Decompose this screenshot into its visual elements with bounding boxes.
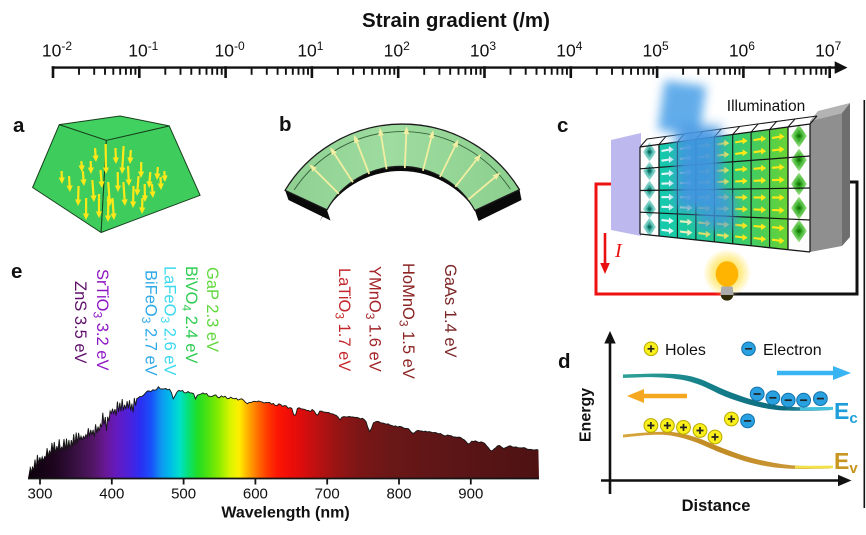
svg-text:105: 105 (643, 39, 669, 61)
svg-text:ZnS 3.5 eV: ZnS 3.5 eV (71, 281, 89, 364)
svg-text:Illumination: Illumination (727, 98, 805, 115)
svg-text:10-0: 10-0 (215, 39, 245, 61)
svg-text:102: 102 (384, 39, 410, 61)
svg-text:300: 300 (27, 486, 52, 503)
svg-text:SrTiO3​ 3.2 eV: SrTiO3​ 3.2 eV (91, 269, 112, 370)
svg-text:GaP 2.3 eV: GaP 2.3 eV (203, 267, 221, 352)
svg-text:GaAs 1.4 eV: GaAs 1.4 eV (441, 264, 459, 358)
svg-text:c: c (557, 114, 568, 137)
svg-text:d: d (558, 350, 571, 373)
svg-text:101: 101 (297, 39, 323, 61)
svg-text:a: a (13, 114, 25, 137)
svg-text:Ev: Ev (834, 448, 858, 477)
svg-text:104: 104 (556, 39, 582, 61)
svg-text:LaFeO3​ 2.6 eV: LaFeO3​ 2.6 eV (158, 266, 179, 375)
svg-text:700: 700 (315, 486, 340, 503)
svg-text:YMnO3​ 1.6 eV: YMnO3​ 1.6 eV (363, 266, 384, 372)
svg-text:BiFeO3​ 2.7 eV: BiFeO3​ 2.7 eV (139, 270, 160, 376)
svg-text:Distance: Distance (682, 497, 751, 515)
svg-text:Strain gradient (/m): Strain gradient (/m) (362, 9, 550, 32)
svg-text:BiVO4​ 2.4 eV: BiVO4​ 2.4 eV (180, 266, 201, 364)
svg-text:Energy: Energy (578, 388, 595, 442)
svg-text:800: 800 (386, 486, 411, 503)
svg-text:10-2: 10-2 (42, 39, 72, 61)
svg-text:LaTiO3​ 1.7 eV: LaTiO3​ 1.7 eV (333, 268, 354, 371)
svg-text:Wavelength (nm): Wavelength (nm) (221, 505, 349, 522)
svg-text:400: 400 (99, 486, 124, 503)
svg-text:e: e (11, 260, 22, 283)
svg-text:600: 600 (243, 486, 268, 503)
svg-text:900: 900 (458, 486, 483, 503)
svg-text:Electron: Electron (763, 342, 822, 359)
svg-text:HoMnO3​ 1.5 eV: HoMnO3​ 1.5 eV (397, 263, 418, 379)
svg-text:Holes: Holes (665, 342, 706, 359)
svg-text:b: b (279, 113, 292, 136)
svg-text:106: 106 (729, 39, 755, 61)
svg-text:107: 107 (815, 39, 841, 61)
svg-text:103: 103 (470, 39, 496, 61)
svg-text:10-1: 10-1 (128, 39, 158, 61)
svg-text:I: I (614, 240, 623, 262)
svg-text:Ec: Ec (834, 398, 858, 427)
svg-text:500: 500 (171, 486, 196, 503)
